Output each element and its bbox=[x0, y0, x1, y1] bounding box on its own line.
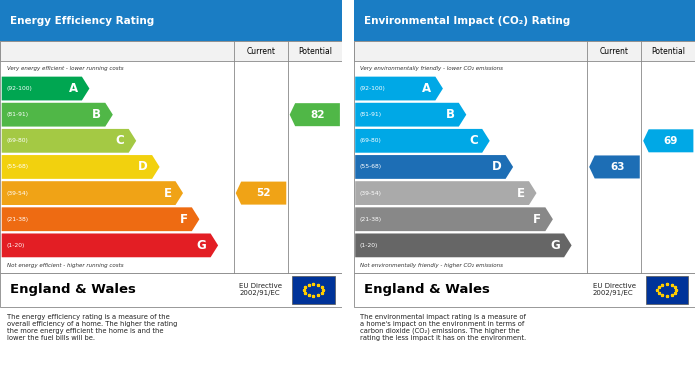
Text: A: A bbox=[422, 82, 431, 95]
Polygon shape bbox=[1, 155, 160, 179]
Text: Very environmentally friendly - lower CO₂ emissions: Very environmentally friendly - lower CO… bbox=[360, 66, 503, 71]
Bar bbox=[0, 0, 342, 41]
Text: EU Directive
2002/91/EC: EU Directive 2002/91/EC bbox=[593, 283, 636, 296]
Text: EU Directive
2002/91/EC: EU Directive 2002/91/EC bbox=[239, 283, 282, 296]
Text: The environmental impact rating is a measure of
a home's impact on the environme: The environmental impact rating is a mea… bbox=[360, 314, 526, 341]
Text: Current: Current bbox=[246, 47, 276, 56]
Text: 69: 69 bbox=[664, 136, 678, 146]
Polygon shape bbox=[355, 77, 443, 100]
Bar bbox=[0, 273, 342, 307]
Text: Very energy efficient - lower running costs: Very energy efficient - lower running co… bbox=[7, 66, 123, 71]
Text: Potential: Potential bbox=[651, 47, 685, 56]
Text: (1-20): (1-20) bbox=[6, 243, 25, 248]
Text: D: D bbox=[491, 160, 501, 174]
Text: (69-80): (69-80) bbox=[360, 138, 382, 143]
Bar bbox=[0, 41, 342, 61]
Text: (55-68): (55-68) bbox=[6, 165, 28, 169]
Text: (39-54): (39-54) bbox=[6, 190, 28, 196]
Text: C: C bbox=[469, 135, 478, 147]
Text: Environmental Impact (CO₂) Rating: Environmental Impact (CO₂) Rating bbox=[364, 16, 570, 25]
Text: 52: 52 bbox=[256, 188, 271, 198]
Text: (81-91): (81-91) bbox=[360, 112, 382, 117]
Text: F: F bbox=[180, 213, 188, 226]
Text: A: A bbox=[69, 82, 78, 95]
Bar bbox=[354, 41, 695, 273]
Polygon shape bbox=[290, 103, 340, 126]
Text: Current: Current bbox=[600, 47, 629, 56]
Text: The energy efficiency rating is a measure of the
overall efficiency of a home. T: The energy efficiency rating is a measur… bbox=[7, 314, 177, 341]
Text: B: B bbox=[92, 108, 102, 121]
Text: G: G bbox=[550, 239, 560, 252]
Bar bbox=[354, 0, 695, 41]
Text: E: E bbox=[163, 187, 172, 199]
Bar bbox=[645, 276, 688, 304]
Text: B: B bbox=[446, 108, 455, 121]
Polygon shape bbox=[1, 233, 218, 257]
Text: F: F bbox=[533, 213, 541, 226]
Polygon shape bbox=[589, 156, 640, 178]
Text: England & Wales: England & Wales bbox=[10, 283, 136, 296]
Polygon shape bbox=[355, 103, 466, 127]
Text: E: E bbox=[517, 187, 525, 199]
Polygon shape bbox=[1, 77, 90, 100]
Polygon shape bbox=[355, 233, 572, 257]
Text: 63: 63 bbox=[610, 162, 624, 172]
Polygon shape bbox=[355, 155, 513, 179]
Bar bbox=[354, 41, 695, 61]
Bar bbox=[292, 276, 335, 304]
Polygon shape bbox=[1, 129, 136, 153]
Text: (39-54): (39-54) bbox=[360, 190, 382, 196]
Polygon shape bbox=[236, 181, 286, 204]
Text: 82: 82 bbox=[310, 109, 325, 120]
Text: D: D bbox=[138, 160, 148, 174]
Polygon shape bbox=[643, 129, 694, 152]
Polygon shape bbox=[1, 207, 200, 231]
Polygon shape bbox=[1, 103, 113, 127]
Polygon shape bbox=[355, 207, 553, 231]
Text: England & Wales: England & Wales bbox=[364, 283, 489, 296]
Text: (1-20): (1-20) bbox=[360, 243, 378, 248]
Text: Not environmentally friendly - higher CO₂ emissions: Not environmentally friendly - higher CO… bbox=[360, 263, 503, 268]
Polygon shape bbox=[1, 181, 183, 205]
Text: (92-100): (92-100) bbox=[6, 86, 32, 91]
Bar bbox=[0, 41, 342, 273]
Text: Energy Efficiency Rating: Energy Efficiency Rating bbox=[10, 16, 155, 25]
Text: (21-38): (21-38) bbox=[360, 217, 382, 222]
Text: (21-38): (21-38) bbox=[6, 217, 28, 222]
Text: (69-80): (69-80) bbox=[6, 138, 28, 143]
Polygon shape bbox=[355, 181, 536, 205]
Text: G: G bbox=[197, 239, 206, 252]
Text: (81-91): (81-91) bbox=[6, 112, 28, 117]
Text: (55-68): (55-68) bbox=[360, 165, 382, 169]
Text: Not energy efficient - higher running costs: Not energy efficient - higher running co… bbox=[7, 263, 123, 268]
Text: (92-100): (92-100) bbox=[360, 86, 386, 91]
Bar bbox=[354, 273, 695, 307]
Polygon shape bbox=[355, 129, 490, 153]
Text: C: C bbox=[116, 135, 125, 147]
Text: Potential: Potential bbox=[298, 47, 332, 56]
